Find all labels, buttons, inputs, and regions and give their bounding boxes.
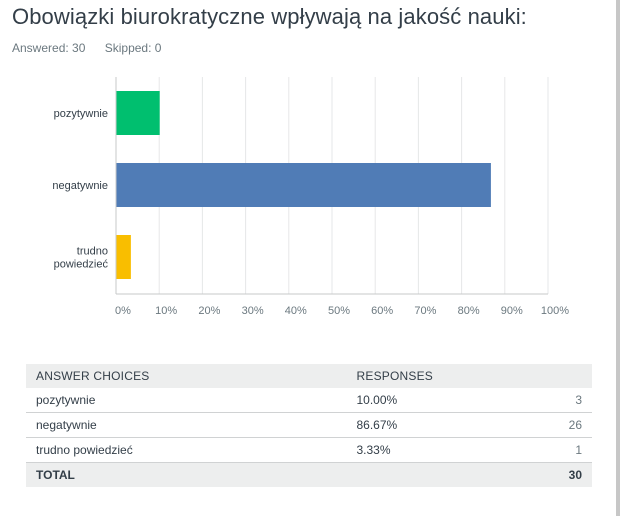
header-responses: RESPONSES <box>346 364 513 388</box>
category-label: trudno powiedzieć <box>54 246 109 271</box>
header-answer-choices: ANSWER CHOICES <box>26 364 347 388</box>
row-count: 3 <box>512 388 592 413</box>
header-count <box>512 364 592 388</box>
x-tick-label: 50% <box>328 305 350 317</box>
window-edge <box>616 0 620 516</box>
x-tick-label: 40% <box>285 305 307 317</box>
row-choice: negatywnie <box>26 412 347 438</box>
table-header-row: ANSWER CHOICES RESPONSES <box>26 364 592 388</box>
x-tick-label: 30% <box>242 305 264 317</box>
total-spacer <box>346 462 513 487</box>
question-title: Obowiązki biurokratyczne wpływają na jak… <box>12 4 527 29</box>
x-tick-label: 20% <box>198 305 220 317</box>
bar-chart: 0% 10% 20% 30% 40% 50% 60% 70% 80% 90% 100% pozytyw… <box>52 77 569 317</box>
row-count: 1 <box>512 437 592 463</box>
bar-negatywnie <box>116 163 491 207</box>
x-tick-label: 60% <box>371 305 393 317</box>
skipped-count: Skipped: 0 <box>104 41 162 55</box>
row-choice: pozytywnie <box>26 388 347 413</box>
x-tick-label: 90% <box>501 305 523 317</box>
table-row: pozytywnie 10.00% 3 <box>26 388 592 413</box>
row-percent: 10.00% <box>346 388 513 413</box>
row-count: 26 <box>512 412 592 438</box>
x-tick-label: 70% <box>414 305 436 317</box>
row-percent: 86.67% <box>346 412 513 438</box>
total-label: TOTAL <box>26 462 347 487</box>
row-percent: 3.33% <box>346 437 513 463</box>
category-label: pozytywnie <box>54 108 108 120</box>
x-tick-label: 80% <box>458 305 480 317</box>
bar-pozytywnie <box>116 91 160 135</box>
bar-trudno-powiedzieć <box>116 235 131 279</box>
x-tick-label: 0% <box>115 305 131 317</box>
table-row: negatywnie 86.67% 26 <box>26 412 592 438</box>
answered-count: Answered: 30 <box>12 41 86 55</box>
table-row: trudno powiedzieć 3.33% 1 <box>26 437 592 463</box>
x-tick-label: 10% <box>155 305 177 317</box>
x-tick-label: 100% <box>541 305 569 317</box>
total-value: 30 <box>512 462 592 487</box>
category-label: negatywnie <box>52 180 108 192</box>
answer-table: ANSWER CHOICES RESPONSES pozytywnie 10.0… <box>26 364 592 487</box>
total-row: TOTAL 30 <box>26 462 592 487</box>
response-meta: Answered: 30 Skipped: 0 <box>12 41 177 55</box>
row-choice: trudno powiedzieć <box>26 437 347 463</box>
